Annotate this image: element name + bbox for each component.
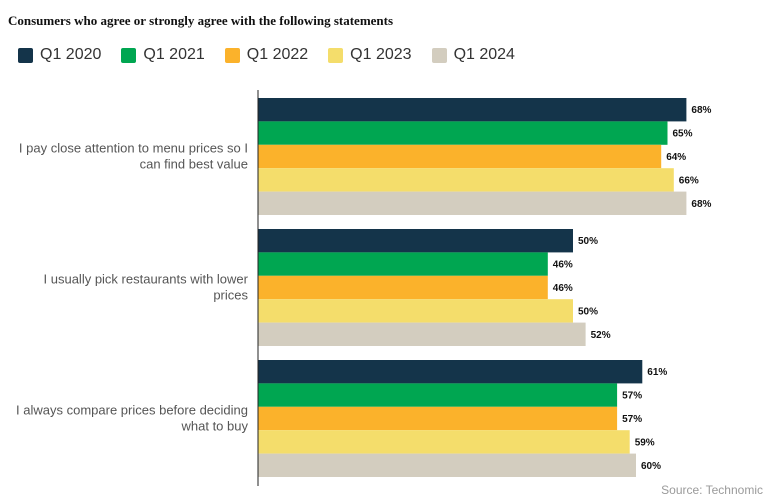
legend-item-q1-2024: Q1 2024 [431, 46, 515, 64]
data-label: 60% [641, 461, 661, 472]
data-label: 52% [591, 330, 611, 341]
data-label: 61% [647, 367, 667, 378]
data-label: 46% [553, 260, 573, 271]
bar [258, 430, 630, 454]
data-label: 65% [673, 129, 693, 140]
bar [258, 453, 636, 477]
bar [258, 383, 618, 407]
source-note: Source: Technomic [661, 483, 763, 497]
bar [258, 299, 573, 323]
bar [258, 98, 687, 122]
bar [258, 191, 687, 215]
data-label: 57% [622, 391, 642, 402]
category-label: can find best value [140, 157, 248, 172]
legend-swatch-q1-2022 [224, 47, 240, 63]
legend-swatch-q1-2020 [18, 47, 33, 63]
legend-swatch-q1-2023 [328, 47, 344, 63]
data-label: 66% [679, 175, 699, 186]
legend-label: Q1 2022 [246, 46, 309, 63]
legend-label: Q1 2021 [143, 46, 205, 63]
data-label: 50% [578, 236, 598, 247]
category-label: what to buy [181, 419, 249, 434]
bar [258, 252, 548, 276]
legend: Q1 2020 Q1 2021 Q1 2022 Q1 2023 Q1 2024 [18, 46, 535, 64]
legend-swatch-q1-2021 [121, 47, 137, 63]
bar [258, 406, 618, 431]
legend-label: Q1 2024 [453, 46, 515, 63]
data-label: 57% [622, 414, 642, 425]
legend-swatch-q1-2024 [431, 47, 447, 63]
bar [258, 275, 548, 300]
bar [258, 229, 573, 253]
bar [258, 121, 668, 145]
bar [258, 360, 643, 384]
data-label: 68% [691, 105, 711, 116]
bar [258, 168, 674, 192]
chart-title: Consumers who agree or strongly agree wi… [8, 13, 394, 28]
category-label: I always compare prices before deciding [16, 403, 248, 418]
data-label: 68% [691, 199, 711, 210]
bar [258, 322, 586, 346]
data-label: 64% [666, 152, 686, 163]
legend-item-q1-2020: Q1 2020 [18, 46, 101, 64]
data-label: 59% [635, 437, 655, 448]
category-label: prices [213, 288, 248, 303]
legend-item-q1-2023: Q1 2023 [328, 46, 412, 64]
bar [258, 144, 662, 169]
legend-label: Q1 2023 [350, 46, 412, 63]
category-label: I pay close attention to menu prices so … [19, 141, 248, 156]
legend-label: Q1 2020 [40, 46, 102, 63]
data-label: 46% [553, 283, 573, 294]
data-label: 50% [578, 306, 598, 317]
category-label: I usually pick restaurants with lower [44, 272, 249, 287]
legend-item-q1-2022: Q1 2022 [224, 46, 309, 64]
legend-item-q1-2021: Q1 2021 [121, 46, 205, 64]
